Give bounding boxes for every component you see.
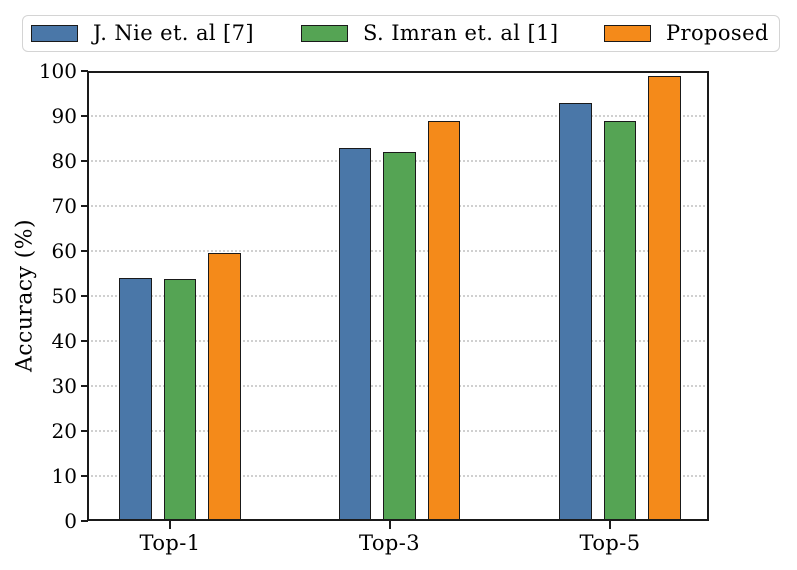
y-tick-label: 90	[51, 104, 77, 128]
legend-entry: Proposed	[604, 16, 769, 50]
plot-area	[87, 71, 709, 521]
y-tick-mark	[81, 250, 88, 252]
y-tick-label: 30	[51, 374, 77, 398]
bar-top-5-series-1	[559, 102, 592, 521]
y-tick-mark	[81, 475, 88, 477]
y-tick-label: 10	[51, 464, 77, 488]
y-tick-mark	[81, 430, 88, 432]
legend-label: S. Imran et. al [1]	[363, 21, 559, 45]
y-tick-label: 50	[51, 284, 77, 308]
legend-swatch-icon	[604, 24, 651, 42]
y-tick-mark	[81, 160, 88, 162]
bar-top-1-series-3	[208, 253, 241, 521]
y-tick-label: 0	[64, 509, 77, 533]
y-tick-label: 100	[38, 59, 77, 83]
x-tick-mark	[169, 521, 171, 529]
y-tick-mark	[81, 70, 88, 72]
x-tick-label: Top-1	[139, 531, 201, 555]
bar-top-3-series-1	[338, 147, 372, 521]
y-tick-label: 40	[51, 329, 77, 353]
legend-swatch-icon	[301, 24, 348, 42]
y-tick-mark	[81, 520, 88, 522]
bar-top-5-series-3	[648, 75, 681, 521]
bar-top-3-series-3	[427, 120, 461, 521]
y-tick-label: 20	[51, 419, 77, 443]
legend-label: Proposed	[666, 21, 769, 45]
y-tick-mark	[81, 340, 88, 342]
y-tick-mark	[81, 385, 88, 387]
legend-entry: S. Imran et. al [1]	[301, 16, 558, 50]
bar-top-5-series-2	[603, 120, 637, 521]
y-tick-label: 60	[51, 239, 77, 263]
legend: J. Nie et. al [7] S. Imran et. al [1] Prop…	[22, 15, 780, 52]
legend-label: J. Nie et. al [7]	[93, 21, 255, 45]
x-tick-mark	[388, 521, 391, 529]
bar-top-1-series-2	[163, 279, 197, 521]
y-tick-mark	[81, 205, 88, 207]
gridline	[87, 115, 709, 117]
x-tick-mark	[609, 521, 611, 529]
y-tick-label: 80	[51, 149, 77, 173]
y-tick-mark	[81, 115, 88, 117]
legend-swatch-icon	[31, 24, 78, 42]
bar-top-3-series-2	[383, 152, 416, 521]
x-tick-label: Top-3	[359, 531, 420, 555]
y-tick-mark	[81, 295, 88, 297]
legend-entry: J. Nie et. al [7]	[31, 16, 254, 50]
y-tick-label: 70	[51, 194, 77, 218]
bar-top-1-series-1	[119, 278, 152, 521]
x-tick-label: Top-5	[579, 531, 641, 555]
